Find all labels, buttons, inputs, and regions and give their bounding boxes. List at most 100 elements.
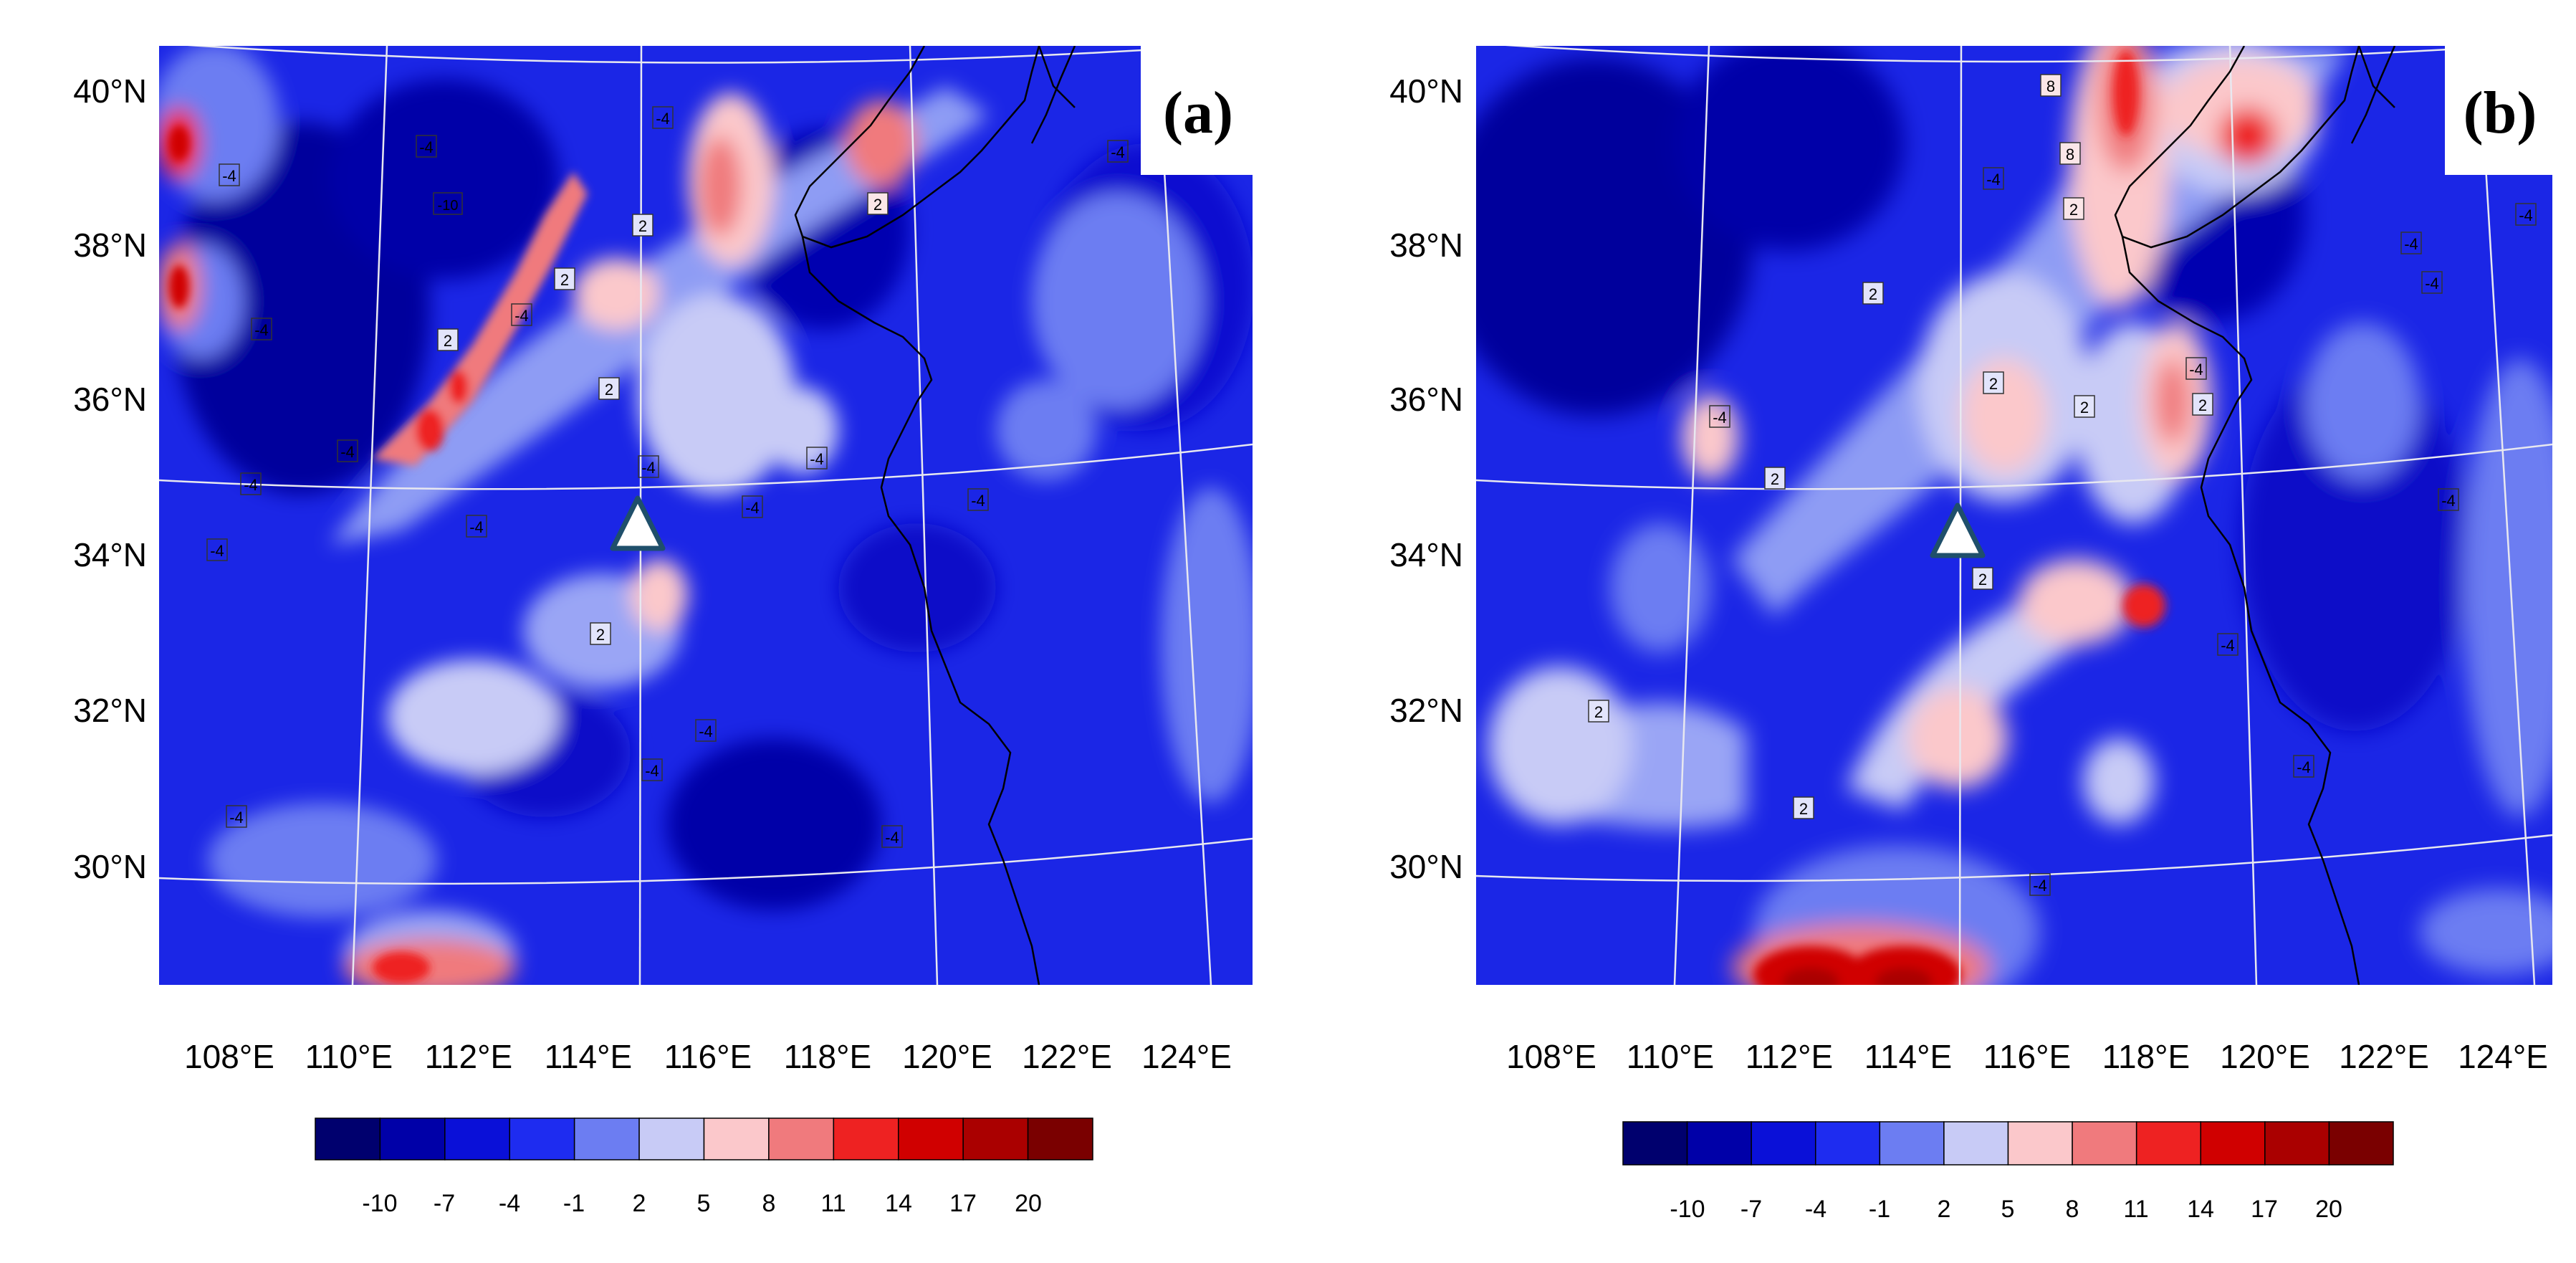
- lon-label: 110°E: [1627, 1038, 1714, 1075]
- colorbar-swatch: [2007, 1121, 2073, 1166]
- contour-label: 2: [590, 622, 611, 645]
- lon-label: 116°E: [664, 1038, 752, 1075]
- svg-text:-4: -4: [244, 476, 258, 494]
- lon-label: 122°E: [1022, 1038, 1112, 1075]
- svg-text:-4: -4: [1986, 171, 2001, 189]
- colorbar-swatch: [962, 1117, 1029, 1160]
- svg-text:-4: -4: [885, 829, 899, 847]
- svg-text:2: 2: [1978, 571, 1987, 588]
- contour-label: -10: [433, 192, 463, 215]
- svg-text:2: 2: [2198, 396, 2207, 414]
- coastline-b: [2114, 46, 2396, 985]
- svg-text:-4: -4: [656, 110, 670, 128]
- colorbar-swatch: [1879, 1121, 1945, 1166]
- colorbar-label: -7: [1741, 1196, 1762, 1223]
- contour-label: 2: [2192, 393, 2213, 416]
- colorbar-swatch: [1027, 1117, 1093, 1160]
- svg-text:2: 2: [1594, 703, 1603, 721]
- svg-text:-4: -4: [222, 167, 236, 185]
- svg-text:2: 2: [1799, 800, 1808, 818]
- panel-label: (a): [1163, 80, 1233, 146]
- contour-label: -4: [511, 303, 532, 326]
- lat-labels-a: 40°N 38°N 36°N 34°N 32°N 30°N: [73, 72, 147, 885]
- svg-text:-4: -4: [419, 138, 434, 156]
- colorbar-label: -1: [1869, 1196, 1890, 1223]
- svg-text:-10: -10: [438, 198, 459, 214]
- field-map-a: [159, 46, 1253, 985]
- svg-text:8: 8: [2066, 146, 2074, 163]
- panel-a-svg: -4 -4 -4 -4 -4 -4 -4 -4 -4 -4 -4 -4 -4 -…: [73, 46, 1253, 1217]
- contour-label: -4: [2515, 203, 2537, 226]
- svg-text:-4: -4: [229, 809, 244, 826]
- contour-label: 2: [1588, 700, 1609, 723]
- field-shading: [1476, 46, 2552, 985]
- contour-label: 2: [598, 377, 620, 400]
- contour-label: -4: [337, 439, 358, 462]
- panel-label: (b): [2464, 80, 2537, 146]
- svg-text:-4: -4: [810, 450, 824, 468]
- colorbar-label: 14: [2187, 1196, 2214, 1223]
- colorbar-swatch: [444, 1117, 510, 1160]
- contour-label: -4: [226, 805, 247, 828]
- svg-text:-4: -4: [699, 723, 713, 740]
- lat-label: 36°N: [73, 381, 147, 418]
- colorbar-swatch: [638, 1117, 705, 1160]
- colorbar-label: -7: [434, 1190, 455, 1217]
- contour-label: -4: [2029, 873, 2051, 896]
- lon-labels-a: 108°E 110°E 112°E 114°E 116°E 118°E 120°…: [184, 1038, 1232, 1075]
- station-triangle-icon: [610, 495, 666, 551]
- svg-text:-4: -4: [254, 321, 269, 339]
- field-shading: [159, 46, 1253, 985]
- svg-text:2: 2: [1989, 375, 1998, 393]
- svg-text:-4: -4: [2221, 637, 2235, 654]
- contour-label: -4: [638, 455, 659, 478]
- contour-label: -4: [2400, 232, 2422, 254]
- svg-text:-4: -4: [2297, 758, 2311, 776]
- lon-label: 112°E: [425, 1038, 512, 1075]
- colorbar-swatch: [379, 1117, 446, 1160]
- colorbar-label: 8: [762, 1190, 776, 1217]
- svg-text:2: 2: [873, 196, 882, 214]
- colorbar-label: 14: [885, 1190, 912, 1217]
- contour-label: -4: [1983, 167, 2004, 190]
- colorbar-label: 5: [697, 1190, 711, 1217]
- contour-label: -4: [2421, 271, 2443, 294]
- colorbar-label: -1: [563, 1190, 585, 1217]
- colorbar-label: 11: [820, 1190, 846, 1217]
- contour-label: 2: [1862, 282, 1884, 305]
- contour-label: 2: [2063, 197, 2084, 220]
- lat-labels-b: 40°N 38°N 36°N 34°N 32°N 30°N: [1389, 72, 1463, 885]
- lon-label: 120°E: [2220, 1038, 2310, 1075]
- colorbar-labels-b: -10 -7 -4 -1 2 5 8 11 14 17 20: [1670, 1196, 2342, 1223]
- lon-labels-b: 108°E 110°E 112°E 114°E 116°E 118°E 120°…: [1506, 1038, 2548, 1075]
- colorbar-label: 2: [633, 1190, 646, 1217]
- colorbar-label: 2: [1938, 1196, 1951, 1223]
- colorbar-swatch: [2264, 1121, 2330, 1166]
- svg-text:-4: -4: [2033, 877, 2047, 895]
- colorbar-swatch: [1622, 1121, 1688, 1166]
- colorbar-label: 17: [2251, 1196, 2278, 1223]
- station-triangle-icon: [1930, 502, 1986, 558]
- svg-text:-4: -4: [745, 499, 760, 517]
- colorbar-swatch: [2328, 1121, 2394, 1166]
- colorbar-label: -4: [1805, 1196, 1826, 1223]
- field-map-b: [1476, 46, 2552, 985]
- svg-text:2: 2: [2080, 399, 2089, 416]
- contour-label: 2: [554, 267, 575, 290]
- lat-label: 34°N: [73, 536, 147, 573]
- colorbar-label: -10: [1670, 1196, 1705, 1223]
- lon-label: 108°E: [1506, 1038, 1596, 1075]
- contour-labels-b: 8 8 2 2 2 2 2 2 2 2 2 -4 -4 -4 -4 -4 -4 …: [1588, 74, 2537, 896]
- lat-label: 32°N: [73, 692, 147, 729]
- svg-text:-4: -4: [210, 542, 224, 560]
- colorbar-swatch: [509, 1117, 575, 1160]
- contour-label: 8: [2040, 74, 2062, 97]
- lon-label: 122°E: [2339, 1038, 2429, 1075]
- contour-label: -4: [251, 318, 272, 340]
- colorbar-swatch: [703, 1117, 770, 1160]
- svg-text:-4: -4: [469, 518, 484, 536]
- lon-label: 124°E: [1141, 1038, 1232, 1075]
- lat-label: 30°N: [1389, 848, 1463, 885]
- contour-label: -4: [881, 825, 903, 848]
- graticule-b: [1476, 46, 2552, 985]
